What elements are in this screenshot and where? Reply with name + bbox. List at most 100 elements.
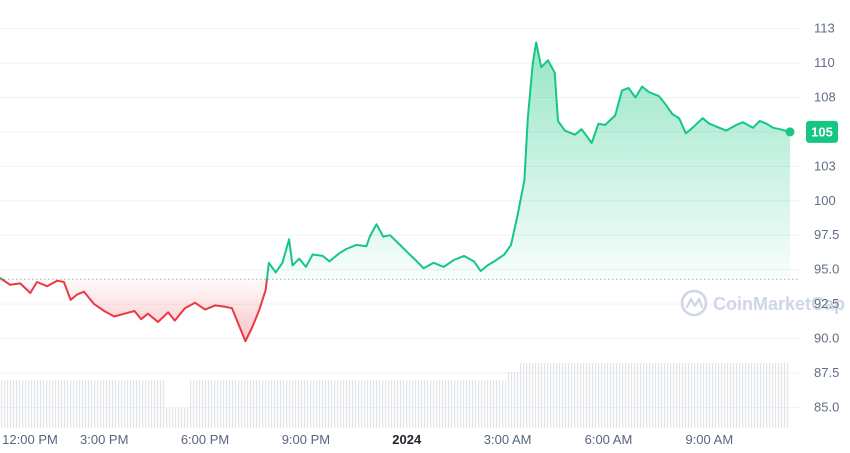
- volume-bar: [295, 380, 297, 428]
- volume-bar: [706, 363, 708, 428]
- volume-bar: [64, 380, 66, 428]
- volume-bar: [517, 372, 519, 428]
- y-tick-label: 85.0: [814, 399, 839, 414]
- volume-bar: [145, 380, 147, 428]
- volume-bar: [373, 380, 375, 428]
- volume-bar: [262, 380, 264, 428]
- volume-bar: [268, 380, 270, 428]
- volume-bar: [148, 380, 150, 428]
- volume-bar: [298, 380, 300, 428]
- volume-bar: [184, 408, 186, 428]
- x-tick-label: 9:00 PM: [282, 432, 330, 447]
- volume-bar: [694, 363, 696, 428]
- volume-bar: [649, 363, 651, 428]
- volume-bar: [166, 408, 168, 428]
- volume-bar: [520, 363, 522, 428]
- volume-bar: [43, 380, 45, 428]
- volume-bar: [472, 380, 474, 428]
- volume-bar: [118, 380, 120, 428]
- volume-bar: [217, 380, 219, 428]
- volume-bar: [574, 363, 576, 428]
- volume-bar: [259, 380, 261, 428]
- volume-bar: [82, 380, 84, 428]
- volume-bar: [430, 380, 432, 428]
- volume-bar: [589, 363, 591, 428]
- volume-bar: [553, 363, 555, 428]
- volume-bar: [667, 363, 669, 428]
- volume-bar: [721, 363, 723, 428]
- volume-bar: [160, 380, 162, 428]
- volume-bar: [328, 380, 330, 428]
- volume-bar: [460, 380, 462, 428]
- volume-bar: [214, 380, 216, 428]
- volume-bar: [781, 363, 783, 428]
- volume-bar: [748, 363, 750, 428]
- volume-bar: [439, 380, 441, 428]
- volume-bar: [568, 363, 570, 428]
- price-series: [0, 41, 791, 343]
- watermark: CoinMarketCap: [680, 289, 845, 317]
- volume-bar: [139, 380, 141, 428]
- volume-bar: [703, 363, 705, 428]
- volume-bar: [685, 363, 687, 428]
- x-axis-ticks: 12:00 PM 3:00 PM 6:00 PM 9:00 PM 2024 3:00 AM…: [2, 432, 733, 447]
- volume-bar: [319, 380, 321, 428]
- volume-bar: [619, 363, 621, 428]
- y-tick-label: 92.5: [814, 296, 839, 311]
- volume-bar: [775, 363, 777, 428]
- volume-bar: [523, 363, 525, 428]
- volume-bar: [622, 363, 624, 428]
- volume-bar: [646, 363, 648, 428]
- volume-bar: [169, 408, 171, 428]
- volume-bar: [202, 380, 204, 428]
- volume-bar: [136, 380, 138, 428]
- volume-bar: [562, 363, 564, 428]
- up-line-segment: [265, 41, 791, 281]
- volume-bar: [94, 380, 96, 428]
- volume-bar: [682, 363, 684, 428]
- volume-bar: [427, 380, 429, 428]
- x-tick-label: 9:00 AM: [685, 432, 733, 447]
- volume-bar: [763, 363, 765, 428]
- volume-bar: [19, 380, 21, 428]
- volume-bar: [691, 363, 693, 428]
- volume-bar: [415, 380, 417, 428]
- volume-bar: [508, 372, 510, 428]
- volume-bar: [103, 380, 105, 428]
- volume-bar: [658, 363, 660, 428]
- volume-bar: [379, 380, 381, 428]
- volume-bar: [313, 380, 315, 428]
- volume-bar: [736, 363, 738, 428]
- volume-bar: [457, 380, 459, 428]
- volume-bar: [223, 380, 225, 428]
- volume-bar: [751, 363, 753, 428]
- current-price-badge-bg: [806, 120, 838, 143]
- y-tick-label: 95.0: [814, 262, 839, 277]
- volume-bar: [253, 380, 255, 428]
- y-tick-label: 108: [814, 90, 836, 105]
- volume-bar: [241, 380, 243, 428]
- volume-bar: [724, 363, 726, 428]
- volume-bar: [40, 380, 42, 428]
- volume-bar: [712, 363, 714, 428]
- volume-bar: [46, 380, 48, 428]
- volume-bar: [742, 363, 744, 428]
- volume-bar: [754, 363, 756, 428]
- volume-bar: [586, 363, 588, 428]
- volume-bar: [178, 408, 180, 428]
- volume-bar: [592, 363, 594, 428]
- volume-bar: [493, 380, 495, 428]
- volume-bar: [784, 363, 786, 428]
- volume-bar: [280, 380, 282, 428]
- volume-bar: [187, 408, 189, 428]
- volume-bar: [397, 380, 399, 428]
- coinmarketcap-logo-icon: [680, 289, 708, 317]
- watermark-text: CoinMarketCap: [713, 294, 845, 314]
- volume-bar: [697, 363, 699, 428]
- volume-bar: [346, 380, 348, 428]
- volume-bar: [367, 380, 369, 428]
- volume-bar: [454, 380, 456, 428]
- y-tick-label: 113: [814, 21, 835, 36]
- volume-bar: [70, 380, 72, 428]
- volume-bar: [496, 380, 498, 428]
